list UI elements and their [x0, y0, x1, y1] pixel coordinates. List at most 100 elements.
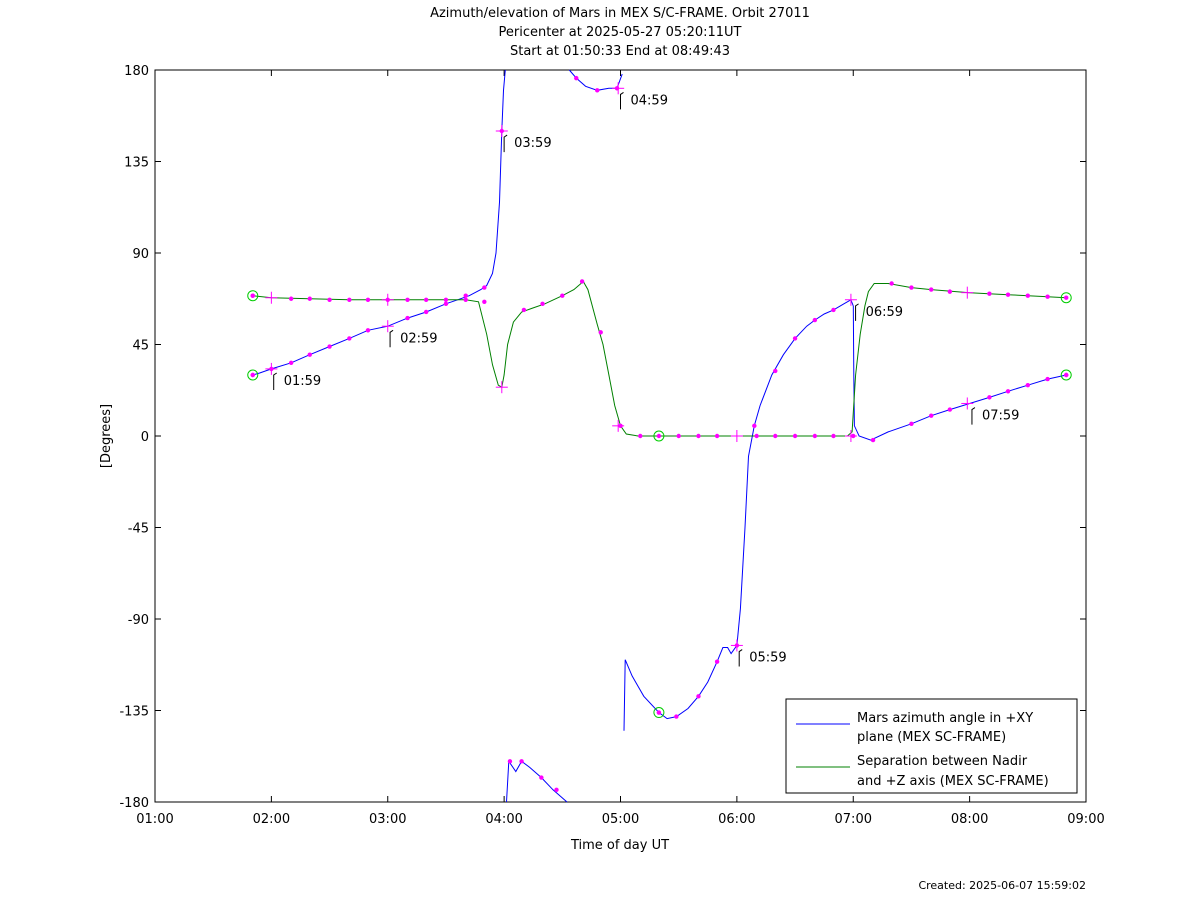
dot-marker-18 — [595, 88, 600, 93]
dot-marker-23 — [714, 659, 720, 664]
dot-marker-29 — [831, 307, 836, 313]
annotation-label: 07:59 — [982, 409, 1019, 424]
chart-title-line-2: Pericenter at 2025-05-27 05:20:11UT — [498, 25, 741, 40]
x-axis: 01:00 02:00 03:00 04:00 05:00 06:00 07:00 08:00… — [136, 70, 1105, 827]
dot-marker-13 — [507, 759, 513, 764]
plot-frame — [154, 69, 1087, 803]
dot-marker-67 — [889, 281, 894, 286]
annotation-pointer — [738, 649, 743, 667]
annotation-label: 05:59 — [749, 651, 786, 666]
x-tick-label: 01:00 — [136, 812, 173, 827]
dot-marker-32 — [929, 413, 934, 418]
dot-marker-10 — [463, 293, 468, 298]
created-timestamp: Created: 2025-06-07 15:59:02 — [918, 879, 1086, 892]
chart-title-line-1: Azimuth/elevation of Mars in MEX S/C-FRA… — [430, 6, 810, 21]
dot-marker-73 — [1025, 293, 1031, 298]
legend-box — [785, 698, 1078, 794]
cross-marker-2 — [381, 320, 394, 333]
annotation-2: 03:59 — [503, 134, 552, 153]
x-tick-label: 04:00 — [485, 812, 522, 827]
dot-marker-61 — [754, 433, 759, 439]
annotation-pointer — [855, 303, 859, 321]
y-tick-label: 180 — [124, 64, 149, 79]
legend: Mars azimuth angle in +XY plane (MEX SC-… — [785, 698, 1078, 794]
endpoint-dot-5 — [1064, 295, 1069, 300]
annotation-pointer — [971, 407, 976, 425]
dot-marker-16 — [554, 787, 559, 792]
markers — [247, 75, 1072, 792]
legend-label-separation-line-1: Separation between Nadir — [857, 754, 1028, 769]
legend-label-azimuth-line-1: Mars azimuth angle in +XY — [857, 711, 1033, 726]
x-tick-label: 09:00 — [1067, 812, 1104, 827]
dot-marker-46 — [405, 297, 410, 302]
endpoint-circle-5 — [1060, 292, 1072, 304]
dot-marker-34 — [987, 395, 992, 400]
x-tick-label: 06:00 — [718, 812, 755, 827]
dot-marker-17 — [574, 75, 579, 81]
dot-marker-3 — [307, 352, 312, 357]
dot-marker-28 — [812, 317, 818, 323]
dot-marker-53 — [560, 293, 565, 298]
dot-marker-5 — [347, 336, 352, 341]
annotation-pointer — [503, 134, 508, 153]
annotation-label: 01:59 — [284, 374, 321, 389]
x-tick-label: 05:00 — [602, 812, 639, 827]
x-tick-label: 07:00 — [835, 812, 872, 827]
y-tick-label: -45 — [128, 522, 149, 537]
y-axis-label: [Degrees] — [99, 404, 114, 468]
dot-marker-7 — [405, 315, 410, 321]
series-0-line-segment-1 — [506, 759, 568, 803]
dot-marker-69 — [929, 287, 934, 292]
dot-marker-58 — [676, 433, 681, 439]
endpoint-circle-4 — [1060, 369, 1072, 381]
dot-marker-19 — [614, 86, 620, 91]
dot-marker-24 — [734, 643, 740, 648]
dot-marker-54 — [579, 279, 585, 284]
x-axis-label: Time of day UT — [570, 838, 669, 853]
dot-marker-42 — [327, 297, 332, 302]
annotation-0: 01:59 — [273, 372, 321, 390]
dot-marker-70 — [947, 289, 953, 294]
dot-marker-68 — [909, 285, 914, 290]
annotation-4: 05:59 — [738, 649, 787, 667]
dot-marker-4 — [327, 344, 332, 349]
annotation-3: 04:59 — [620, 91, 668, 110]
dot-marker-45 — [385, 297, 390, 302]
y-tick-label: -90 — [128, 613, 149, 628]
dot-marker-6 — [365, 328, 371, 333]
dot-marker-40 — [288, 296, 294, 301]
chart-title-line-3: Start at 01:50:33 End at 08:49:43 — [510, 44, 730, 59]
time-annotations: 01:59 02:59 03:59 04:59 05:59 06:59 07:59 — [273, 91, 1019, 667]
annotation-label: 02:59 — [400, 331, 437, 346]
dot-marker-37 — [1045, 376, 1050, 382]
dot-marker-66 — [851, 433, 856, 439]
x-tick-label: 08:00 — [951, 812, 988, 827]
y-tick-label: 135 — [124, 156, 149, 171]
y-axis: 180 135 90 45 0 -45 -90 -135 -180 — [119, 64, 1086, 811]
legend-label-separation-line-2: and +Z axis (MEX SC-FRAME) — [857, 774, 1049, 789]
series-0-line-segment-2 — [568, 69, 623, 91]
cross-marker-10 — [844, 293, 857, 306]
legend-label-azimuth-line-2: plane (MEX SC-FRAME) — [857, 730, 1006, 745]
dot-marker-26 — [773, 368, 778, 374]
dot-marker-74 — [1045, 294, 1050, 299]
annotation-label: 04:59 — [631, 93, 668, 108]
series-0-line-segment-3 — [623, 299, 854, 731]
dot-marker-35 — [1005, 389, 1011, 394]
dot-marker-30 — [870, 437, 876, 443]
dot-marker-62 — [773, 433, 778, 439]
y-tick-label: 90 — [132, 247, 149, 262]
dot-marker-56 — [618, 423, 623, 429]
dot-marker-48 — [443, 297, 449, 302]
endpoint-dot-1 — [250, 293, 255, 298]
cross-marker-5 — [495, 381, 508, 394]
dot-marker-31 — [909, 421, 914, 426]
dot-marker-22 — [696, 694, 701, 699]
y-tick-label: 0 — [141, 430, 149, 445]
annotation-pointer — [389, 329, 394, 348]
endpoint-dot-3 — [656, 433, 662, 439]
dot-marker-63 — [792, 433, 798, 439]
endpoint-dot-4 — [1064, 372, 1069, 378]
x-tick-label: 02:00 — [253, 812, 290, 827]
dot-marker-43 — [347, 297, 352, 302]
